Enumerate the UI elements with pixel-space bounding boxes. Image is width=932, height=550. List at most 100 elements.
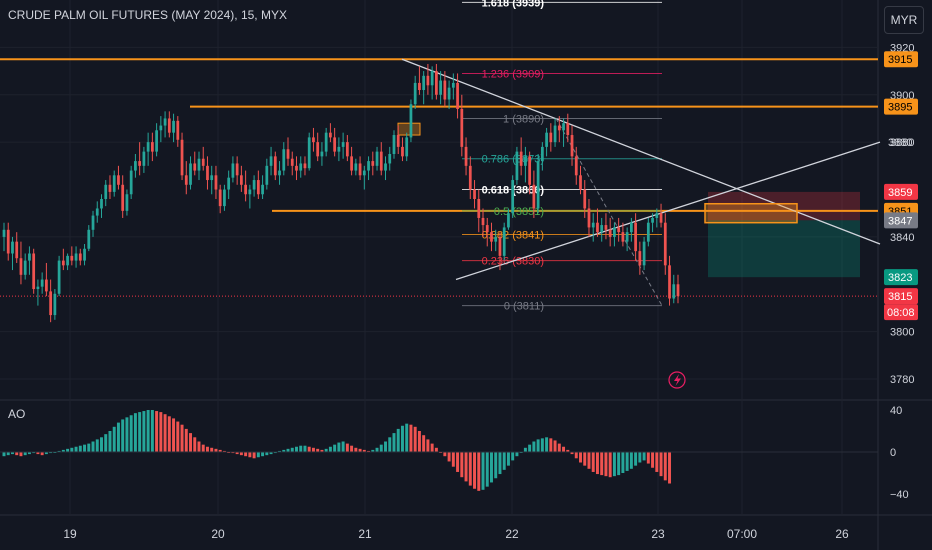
ao-bar [176,421,180,452]
ao-bar [91,441,95,452]
candle-body [95,208,99,216]
candle-body [163,118,167,126]
ao-bar [443,452,447,457]
ao-bar [244,452,248,457]
ao-bar [121,419,125,452]
candle-body [324,132,328,152]
candle-body [604,225,608,230]
ao-bar [19,452,23,457]
candle-body [273,156,277,176]
candle-body [396,135,400,147]
candle-body [210,175,214,181]
ao-bar [316,448,320,452]
candle-body [28,253,31,261]
currency-button[interactable]: MYR [884,6,924,34]
candle-body [252,180,256,190]
ao-bar [197,441,201,452]
ao-bar [125,417,129,452]
price-badge [884,183,918,200]
candle-body [2,229,6,237]
ao-bar [345,443,349,452]
candle-body [358,163,362,176]
ao-bar [239,452,243,456]
ao-bar [608,452,612,478]
candle-body [180,139,184,176]
candle-body [468,165,472,190]
candle-body [388,153,392,164]
candle-body [299,163,303,171]
ao-bar [205,446,209,452]
candle-body [261,184,264,195]
time-tick-label: 21 [358,527,372,541]
candle-body [625,232,629,242]
ao-bar [235,452,239,455]
ao-bar [150,410,154,452]
candle-body [244,184,248,195]
ao-bar [392,433,396,452]
candle-body [375,151,379,166]
ao-bar [83,444,87,452]
candle-body [70,255,74,261]
candle-body [345,142,349,157]
candle-body [278,170,281,176]
candle-body [201,158,205,166]
ao-bar [282,449,286,452]
ao-bar [591,452,595,472]
ao-bar [502,452,506,470]
ao-bar [286,448,290,452]
ao-bar [167,416,171,452]
ao-bar [218,449,222,452]
candle-body [426,75,430,86]
ao-bar [511,452,515,461]
candle-body [443,80,447,100]
candle-body [53,293,57,316]
lightning-icon [674,374,681,386]
ao-bar [142,411,146,452]
candle-body [519,151,523,166]
ao-bar [367,450,371,452]
candle-body [121,184,125,211]
ao-bar [278,450,282,452]
candle-body [269,156,273,166]
candle-body [40,279,44,287]
ao-tick-label: 0 [890,447,896,459]
ao-bar [384,441,387,452]
price-tick-label: 3800 [890,327,914,339]
time-tick-label: 26 [835,527,849,541]
candle-body [112,175,116,192]
candle-body [574,156,578,176]
ao-bar [44,452,48,455]
candle-body [23,260,27,275]
ao-bar [426,439,430,452]
candle-body [430,71,434,86]
ao-bar [638,452,642,463]
candle-body [167,118,171,133]
candle-body [473,189,476,199]
candle-body [223,189,226,207]
ao-bar [579,452,582,463]
ao-bar [108,431,112,452]
candle-body [447,87,451,100]
ao-bar [562,446,566,452]
ao-bar [646,452,650,464]
price-badge-label: 3915 [888,54,912,66]
candle-body [413,82,417,105]
ao-bar [104,434,108,452]
fib-level-label: 1 (3890) [503,113,544,125]
candle-body [45,279,48,292]
ao-bar [430,443,434,452]
ao-bar [163,414,167,452]
candle-body [155,130,158,152]
ao-bar [625,452,629,471]
ao-bar [299,445,303,452]
candle-body [172,120,175,133]
price-badge-label: 3823 [888,272,912,284]
ao-bar [409,424,413,452]
ao-bar [651,452,655,468]
ao-bar [57,450,61,452]
ao-bar [595,452,599,475]
candle-body [142,151,146,166]
ao-bar [231,452,235,454]
